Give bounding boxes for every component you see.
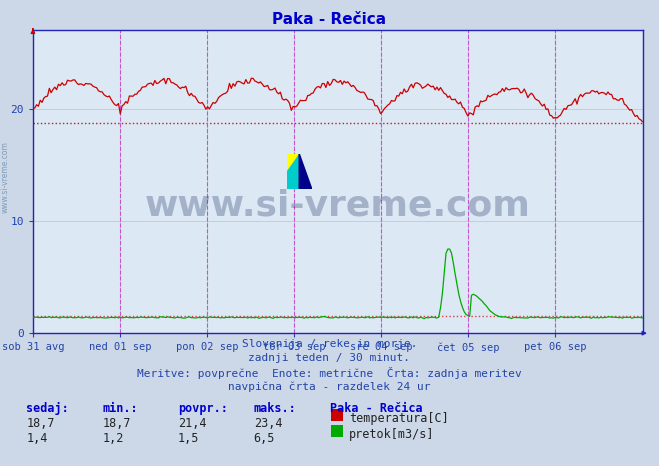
Text: Slovenija / reke in morje.: Slovenija / reke in morje. [242, 339, 417, 349]
Text: Paka - Rečica: Paka - Rečica [330, 402, 422, 415]
Text: 18,7: 18,7 [102, 417, 130, 430]
Text: www.si-vreme.com: www.si-vreme.com [145, 189, 530, 223]
Polygon shape [287, 154, 299, 171]
Text: 21,4: 21,4 [178, 417, 206, 430]
Text: 1,5: 1,5 [178, 432, 199, 445]
Text: navpična črta - razdelek 24 ur: navpična črta - razdelek 24 ur [228, 381, 431, 392]
Text: 23,4: 23,4 [254, 417, 282, 430]
Polygon shape [299, 154, 312, 189]
Text: www.si-vreme.com: www.si-vreme.com [1, 141, 10, 213]
Text: pretok[m3/s]: pretok[m3/s] [349, 428, 435, 441]
Text: sedaj:: sedaj: [26, 402, 69, 415]
Text: povpr.:: povpr.: [178, 402, 228, 415]
Text: min.:: min.: [102, 402, 138, 415]
Text: Meritve: povprečne  Enote: metrične  Črta: zadnja meritev: Meritve: povprečne Enote: metrične Črta:… [137, 367, 522, 379]
Text: maks.:: maks.: [254, 402, 297, 415]
Text: 1,2: 1,2 [102, 432, 123, 445]
Polygon shape [287, 154, 299, 189]
Text: 6,5: 6,5 [254, 432, 275, 445]
Text: temperatura[C]: temperatura[C] [349, 412, 449, 425]
Text: 1,4: 1,4 [26, 432, 47, 445]
Text: Paka - Rečica: Paka - Rečica [272, 12, 387, 27]
Text: 18,7: 18,7 [26, 417, 55, 430]
Text: zadnji teden / 30 minut.: zadnji teden / 30 minut. [248, 353, 411, 363]
